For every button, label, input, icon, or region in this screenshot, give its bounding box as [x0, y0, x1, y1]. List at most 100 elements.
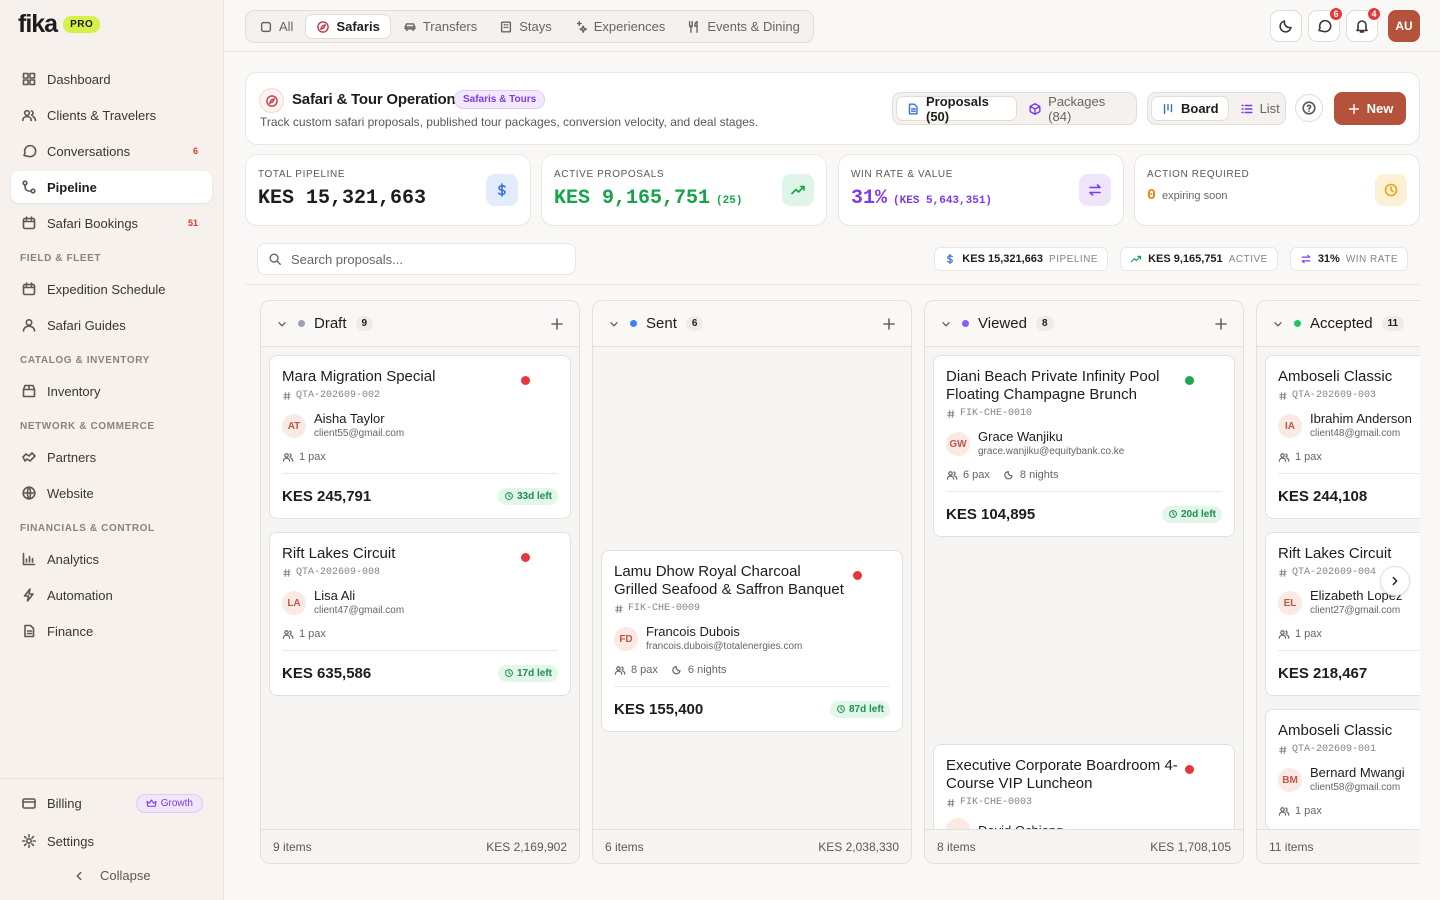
segment-label: Packages (84) [1048, 93, 1106, 124]
days-left-label: 87d left [848, 703, 884, 715]
nav-item[interactable]: Conversations 6 [11, 135, 212, 167]
tab-bar: All Safaris Transfers Stays Experiences Event… [245, 10, 814, 43]
icon [1241, 104, 1253, 113]
nav-item[interactable]: Clients & Travelers [11, 99, 212, 131]
item-count: 6 items [605, 839, 644, 854]
proposal-card[interactable]: Lamu Dhow Royal Charcoal Grilled Seafood… [601, 550, 903, 732]
stat-label: ACTIVE PROPOSALS [554, 169, 665, 180]
status-dot [630, 320, 637, 327]
icon [404, 22, 416, 31]
card-title: Amboseli Classic [1278, 722, 1393, 739]
icon [1279, 745, 1287, 754]
proposal-card[interactable]: Rift Lakes Circuit QTA-202609-004 EL Elizab… [1265, 532, 1420, 696]
column-name: Sent [646, 315, 677, 332]
proposal-card[interactable]: Mara Migration Special QTA-202609-002 AT Ai… [269, 355, 571, 519]
proposal-card[interactable]: Amboseli Classic QTA-202609-001 BM Bernard … [1265, 709, 1420, 830]
new-button[interactable]: New [1334, 92, 1406, 125]
nights: 6 nights [687, 664, 727, 676]
collapse-button[interactable]: Collapse [72, 868, 151, 883]
column-footer: 6 items KES 2,038,330 [593, 829, 911, 863]
trip-meta: 8 pax 6 nights [614, 664, 890, 676]
stat-card: ACTION REQUIRED 0 expiring soon [1134, 154, 1420, 226]
card-code-row: FIK-CHE-0010 [946, 408, 1222, 419]
card-title: Executive Corporate Boardroom 4-Course V… [946, 757, 1178, 792]
icon-button[interactable]: 4 [1346, 7, 1381, 42]
nav-item[interactable]: Pipeline [11, 171, 212, 203]
nav-item[interactable]: Dashboard [11, 63, 212, 95]
chip-label: ACTIVE [1228, 253, 1268, 265]
kanban-board: Draft 9 Mara Migration Special QTA-202609-0… [245, 300, 1420, 864]
client-info: Elizabeth Lopez client27@gmail.com [1310, 588, 1403, 618]
icon [908, 102, 918, 115]
segment-button[interactable]: List [1231, 96, 1289, 121]
tab[interactable]: All [249, 14, 303, 39]
client-email: client47@gmail.com [314, 605, 405, 616]
nav-label: Billing [47, 795, 82, 811]
icon [22, 216, 36, 230]
nav-item[interactable]: Expedition Schedule [11, 273, 212, 305]
tab[interactable]: Safaris [305, 14, 391, 39]
tab[interactable]: Transfers [393, 14, 487, 39]
card-title: Amboseli Classic [1278, 368, 1393, 385]
nav-item[interactable]: Safari Bookings 51 [11, 207, 212, 239]
nav-item[interactable]: Finance [11, 615, 212, 647]
tab-label: Experiences [593, 19, 666, 34]
card-price: KES 245,791 [282, 487, 372, 505]
segment-button[interactable]: Board [1151, 96, 1229, 121]
pax: 1 pax [1295, 628, 1322, 640]
stat-card: ACTIVE PROPOSALS KES 9,165,751 (25) [541, 154, 827, 226]
icon [1215, 317, 1227, 330]
icon [1278, 453, 1290, 462]
nav-item[interactable]: Billing Growth [11, 787, 212, 819]
icon-button[interactable] [1270, 10, 1302, 42]
segment-button[interactable]: Packages (84) [1019, 93, 1133, 124]
icon [22, 180, 36, 194]
client-name: Elizabeth Lopez [1310, 588, 1403, 603]
stat-label: TOTAL PIPELINE [258, 169, 346, 180]
avatar[interactable]: AU [1388, 10, 1420, 42]
segment-button[interactable]: Proposals (50) [896, 94, 1018, 124]
icon [1302, 101, 1316, 115]
icon-button[interactable]: 6 [1308, 7, 1343, 42]
topbar-border [224, 51, 1440, 52]
nav-item[interactable]: Automation [11, 579, 212, 611]
column-footer: 8 items KES 1,708,105 [925, 829, 1243, 863]
client-row: FD Francois Dubois francois.dubois@totalen… [614, 624, 890, 654]
tab[interactable]: Events & Dining [677, 14, 810, 39]
column-count: 8 [1035, 316, 1054, 331]
notification-badge: 6 [1329, 7, 1343, 21]
status-dot [962, 320, 969, 327]
mode-switch: Board List [1147, 92, 1286, 125]
proposal-card[interactable]: Rift Lakes Circuit QTA-202609-008 LA Lisa A… [269, 532, 571, 696]
page-title: Safari & Tour Operations [292, 91, 464, 108]
add-card[interactable] [881, 316, 897, 332]
proposal-card[interactable]: Diani Beach Private Infinity Pool Floati… [933, 355, 1235, 537]
card-price: KES 104,895 [946, 505, 1036, 523]
nav-item[interactable]: Website [11, 477, 212, 509]
nav-item[interactable]: Settings [11, 825, 212, 857]
card-code: FIK-CHE-0003 [960, 797, 1033, 808]
icon [791, 185, 805, 195]
card-code-row: FIK-CHE-0003 [946, 797, 1222, 808]
nav-item[interactable]: Analytics [11, 543, 212, 575]
nav-label: Finance [47, 623, 94, 639]
proposal-card[interactable]: Amboseli Classic QTA-202609-003 IA Ibrahim … [1265, 355, 1420, 519]
help-button[interactable] [1295, 94, 1323, 122]
scroll-right[interactable] [1380, 566, 1410, 596]
tab[interactable]: Experiences [564, 14, 676, 39]
icon [1384, 183, 1398, 197]
add-card[interactable] [1213, 316, 1229, 332]
nav-item[interactable]: Partners [11, 441, 212, 473]
tab[interactable]: Stays [489, 14, 562, 39]
search-box[interactable]: Search proposals... [257, 243, 576, 275]
stat-extra: (KES 5,643,351) [893, 195, 993, 207]
section-title: FINANCIALS & CONTROL [20, 523, 155, 534]
add-card[interactable] [549, 316, 565, 332]
nav-item[interactable]: Safari Guides [11, 309, 212, 341]
card-code-row: QTA-202609-008 [282, 567, 558, 578]
plan-label: Growth [160, 797, 193, 809]
nav-item[interactable]: Inventory [11, 375, 212, 407]
icon [317, 20, 330, 33]
pax: 6 pax [963, 469, 990, 481]
